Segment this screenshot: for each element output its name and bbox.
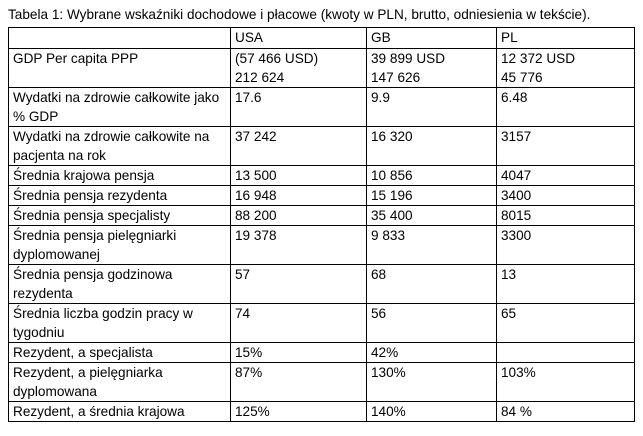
table-header-row: USA GB PL — [8, 27, 635, 49]
table-caption: Tabela 1: Wybrane wskaźniki dochodowe i … — [8, 7, 591, 22]
table-row: Wydatki na zdrowie całkowite na pacjenta… — [8, 126, 635, 166]
cell-usa: 125% — [230, 401, 367, 422]
cell-gb: 68 — [366, 264, 497, 304]
cell-pl: 8015 — [496, 205, 635, 226]
cell-usa: 17.6 — [230, 87, 367, 127]
table-row: Średnia pensja rezydenta 16 948 15 196 3… — [8, 185, 635, 206]
table-row: Średnia liczba godzin pracy w tygodniu 7… — [8, 303, 635, 343]
cell-usa: (57 466 USD) 212 624 — [230, 48, 367, 88]
row-label: Rezydent, a pielęgniarka dyplomowana — [8, 362, 231, 402]
table-row: Średnia pensja pielęgniarki dyplomowanej… — [8, 225, 635, 265]
cell-usa: 16 948 — [230, 185, 367, 206]
table-row: Średnia pensja godzinowa rezydenta 57 68… — [8, 264, 635, 304]
row-label: Średnia liczba godzin pracy w tygodniu — [8, 303, 231, 343]
cell-gb: 9.9 — [366, 87, 497, 127]
table-row: GDP Per capita PPP (57 466 USD) 212 624 … — [8, 48, 635, 88]
row-label: Średnia pensja rezydenta — [8, 185, 231, 206]
cell-gb: 10 856 — [366, 165, 497, 186]
cell-pl: 3400 — [496, 185, 635, 206]
cell-pl: 13 — [496, 264, 635, 304]
cell-gb: 35 400 — [366, 205, 497, 226]
row-label: Rezydent, a specjalista — [8, 342, 231, 363]
column-header-usa: USA — [230, 27, 367, 49]
row-label: GDP Per capita PPP — [8, 48, 231, 88]
cell-gb: 16 320 — [366, 126, 497, 166]
table-row: Średnia pensja specjalisty 88 200 35 400… — [8, 205, 635, 226]
cell-gb: 9 833 — [366, 225, 497, 265]
cell-usa: 87% — [230, 362, 367, 402]
cell-pl: 3157 — [496, 126, 635, 166]
row-label: Średnia pensja godzinowa rezydenta — [8, 264, 231, 304]
table-row: Rezydent, a pielęgniarka dyplomowana 87%… — [8, 362, 635, 402]
cell-pl: 84 % — [496, 401, 635, 422]
row-label: Wydatki na zdrowie całkowite na pacjenta… — [8, 126, 231, 166]
column-header-gb: GB — [366, 27, 497, 49]
cell-pl: 65 — [496, 303, 635, 343]
cell-gb: 15 196 — [366, 185, 497, 206]
table-row: Rezydent, a średnia krajowa 125% 140% 84… — [8, 401, 635, 422]
row-label: Średnia pensja specjalisty — [8, 205, 231, 226]
cell-pl: 12 372 USD 45 776 — [496, 48, 635, 88]
cell-usa: 13 500 — [230, 165, 367, 186]
column-header-empty — [8, 27, 231, 49]
column-header-pl: PL — [496, 27, 635, 49]
row-label: Wydatki na zdrowie całkowite jako % GDP — [8, 87, 231, 127]
cell-usa: 88 200 — [230, 205, 367, 226]
cell-pl: 3300 — [496, 225, 635, 265]
indicators-table: USA GB PL GDP Per capita PPP (57 466 USD… — [8, 27, 635, 422]
table-row: Wydatki na zdrowie całkowite jako % GDP … — [8, 87, 635, 127]
row-label: Średnia pensja pielęgniarki dyplomowanej — [8, 225, 231, 265]
cell-gb: 39 899 USD 147 626 — [366, 48, 497, 88]
cell-gb: 140% — [366, 401, 497, 422]
cell-usa: 37 242 — [230, 126, 367, 166]
row-label: Średnia krajowa pensja — [8, 165, 231, 186]
document-page: Tabela 1: Wybrane wskaźniki dochodowe i … — [8, 7, 635, 422]
cell-pl: 6.48 — [496, 87, 635, 127]
cell-gb: 42% — [366, 342, 497, 363]
cell-usa: 19 378 — [230, 225, 367, 265]
cell-usa: 15% — [230, 342, 367, 363]
table-row: Średnia krajowa pensja 13 500 10 856 404… — [8, 165, 635, 186]
cell-usa: 74 — [230, 303, 367, 343]
cell-pl: 4047 — [496, 165, 635, 186]
cell-usa: 57 — [230, 264, 367, 304]
row-label: Rezydent, a średnia krajowa — [8, 401, 231, 422]
cell-gb: 56 — [366, 303, 497, 343]
cell-pl: 103% — [496, 362, 635, 402]
table-row: Rezydent, a specjalista 15% 42% — [8, 342, 635, 363]
cell-pl — [496, 342, 635, 363]
cell-gb: 130% — [366, 362, 497, 402]
